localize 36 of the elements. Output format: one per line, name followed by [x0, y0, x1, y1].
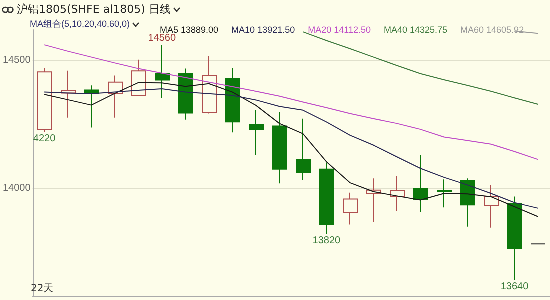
candlestick: [272, 112, 287, 184]
candlestick: [319, 162, 334, 235]
candlestick: [249, 110, 264, 156]
candlestick: [366, 178, 381, 223]
candlestick: [390, 176, 405, 212]
annotation: 22天: [31, 284, 54, 294]
candlestick: [131, 59, 146, 96]
candlestick: [202, 56, 217, 114]
annotation: 4220: [33, 134, 56, 145]
candlestick: [108, 75, 123, 118]
annotation: 13820: [312, 236, 342, 247]
candlestick: [84, 85, 99, 128]
text: MA40 14325.75: [384, 25, 448, 35]
series-label: MA60 14605.92: [460, 25, 524, 35]
candlestick: [225, 68, 240, 134]
text: MA20 14112.50: [308, 25, 371, 35]
candlestick: [437, 179, 452, 208]
candlestick: [484, 184, 499, 228]
candlestick: [37, 68, 52, 133]
candlestick: [155, 44, 170, 99]
candlestick: [460, 178, 475, 228]
candlestick: [413, 154, 428, 214]
line-series: [302, 32, 539, 106]
chart-title: 沪铝1805(SHFE al1805) 日线: [17, 2, 171, 17]
annotation: 13640: [500, 282, 530, 293]
candlestick: [507, 196, 522, 281]
text: MA10 13921.50: [232, 25, 296, 35]
candlestick: [343, 192, 358, 226]
annotation: 14560: [148, 32, 176, 44]
text: MA5 13889.00: [160, 25, 219, 35]
candlestick: [296, 118, 311, 181]
y-tick-label: 14000: [2, 182, 32, 194]
legend-title: MA组合(5,10,20,40,60,0): [30, 18, 130, 31]
candlestick: [178, 68, 193, 120]
y-tick-label: 14500: [2, 55, 32, 66]
candlestick: [61, 70, 76, 118]
